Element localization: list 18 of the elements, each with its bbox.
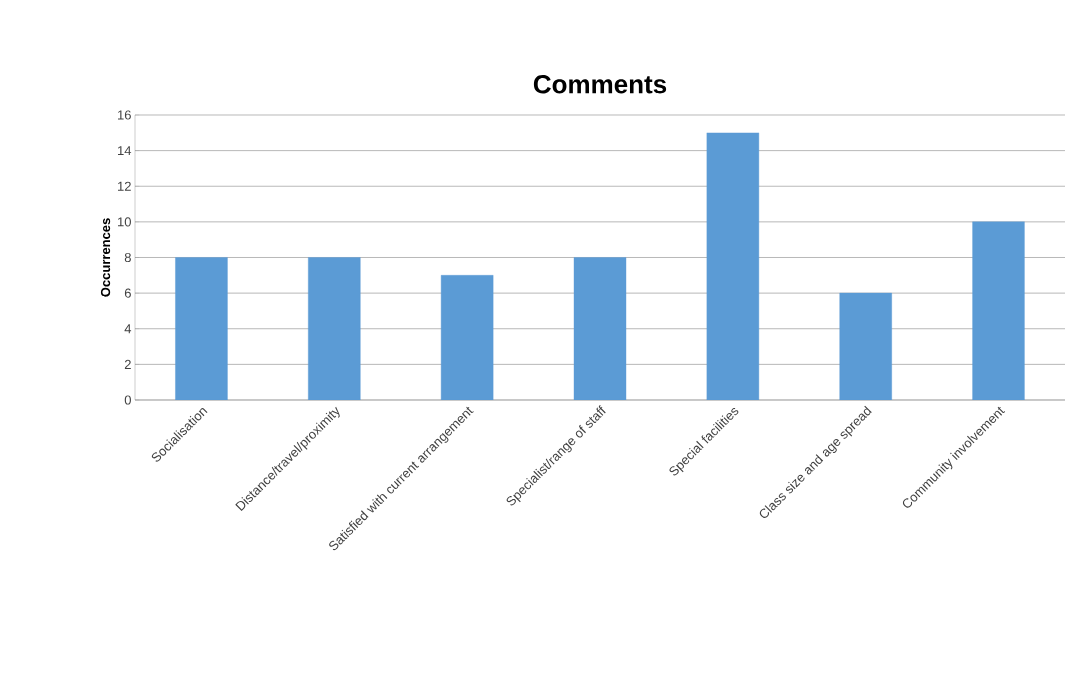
- bar: [839, 292, 892, 400]
- y-tick-label: 16: [118, 110, 131, 120]
- y-tick-label: 14: [118, 146, 132, 156]
- y-tick-label: 8: [124, 252, 131, 263]
- y-tick-label: 6: [124, 288, 131, 298]
- y-tick-label: 12: [118, 181, 131, 191]
- bar: [175, 257, 228, 400]
- bar: [972, 221, 1025, 400]
- y-tick-label: 10: [118, 217, 131, 227]
- y-tick-label: 2: [124, 359, 131, 369]
- y-axis-title: Occurrences: [100, 218, 111, 297]
- bar: [440, 275, 494, 400]
- y-tick-label: 4: [124, 324, 132, 334]
- chart-title: Comments: [533, 75, 667, 94]
- bar: [308, 257, 361, 400]
- y-tick-label: 0: [124, 395, 131, 405]
- bar: [573, 257, 627, 400]
- bar: [706, 132, 760, 400]
